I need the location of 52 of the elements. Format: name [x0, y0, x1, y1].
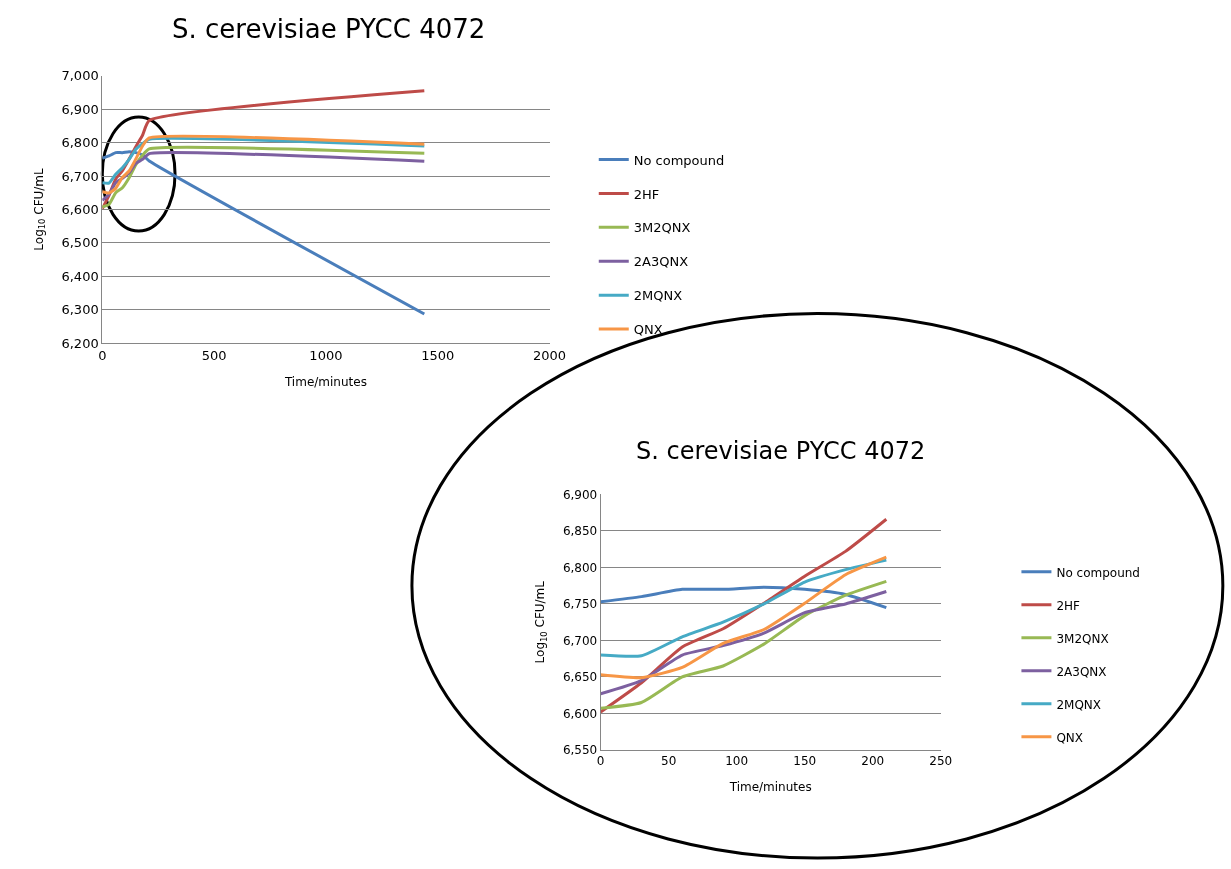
x-tick-label: 0 — [98, 347, 107, 363]
x-axis-title: Time/minutes — [283, 374, 367, 389]
legend-label: No compound — [1056, 565, 1140, 580]
line-series — [102, 150, 426, 316]
y-tick-label: 6,900 — [61, 101, 99, 117]
x-tick-label: 50 — [661, 754, 677, 769]
legend-label: 2A3QNX — [1056, 664, 1107, 679]
line-series — [102, 136, 426, 185]
legend-label: 2MQNX — [1056, 697, 1102, 712]
x-axis-title: Time/minutes — [728, 780, 812, 795]
y-tick-label: 6,700 — [61, 168, 99, 184]
legend-label: 2HF — [1056, 598, 1081, 613]
y-tick-label: 6,300 — [61, 302, 99, 318]
y-tick-label: 6,200 — [61, 335, 99, 351]
x-tick-label: 200 — [861, 754, 885, 769]
y-tick-label: 6,550 — [562, 743, 598, 758]
x-tick-label: 1000 — [309, 347, 343, 363]
y-tick-label: 6,500 — [61, 235, 99, 251]
line-series — [600, 590, 888, 696]
legend-label: No compound — [633, 152, 725, 168]
x-tick-label: 150 — [793, 754, 817, 769]
line-series — [600, 585, 888, 610]
y-tick-label: 6,850 — [562, 524, 598, 539]
y-tick-label: 6,600 — [562, 706, 598, 721]
legend-label: 2HF — [633, 186, 660, 202]
x-tick-label: 500 — [201, 347, 227, 363]
y-tick-label: 7,000 — [61, 68, 99, 84]
y-tick-label: 6,800 — [562, 560, 598, 575]
line-series — [102, 151, 426, 202]
x-tick-label: 1500 — [421, 347, 455, 363]
x-tick-label: 100 — [725, 754, 749, 769]
line-series — [600, 558, 888, 658]
legend-label: QNX — [633, 322, 663, 338]
x-tick-label: 2000 — [532, 347, 567, 363]
legend-label: 3M2QNX — [633, 220, 691, 236]
legend-label: QNX — [1056, 730, 1084, 745]
legend-label: 3M2QNX — [1056, 631, 1109, 646]
chart-title: S. cerevisiae PYCC 4072 — [172, 14, 486, 44]
y-tick-label: 6,400 — [61, 268, 99, 284]
legend-label: 2A3QNX — [633, 254, 689, 270]
line-series — [600, 579, 888, 710]
y-tick-label: 6,800 — [61, 135, 99, 151]
line-series — [600, 555, 888, 680]
chart-title: S. cerevisiae PYCC 4072 — [636, 437, 926, 465]
x-tick-label: 250 — [929, 754, 953, 769]
y-tick-label: 6,750 — [562, 597, 598, 612]
y-tick-label: 6,900 — [562, 487, 598, 502]
y-tick-label: 6,700 — [562, 633, 598, 648]
y-tick-label: 6,600 — [61, 201, 99, 217]
y-tick-label: 6,650 — [562, 670, 598, 685]
legend-label: 2MQNX — [633, 288, 683, 304]
x-tick-label: 0 — [596, 754, 605, 769]
